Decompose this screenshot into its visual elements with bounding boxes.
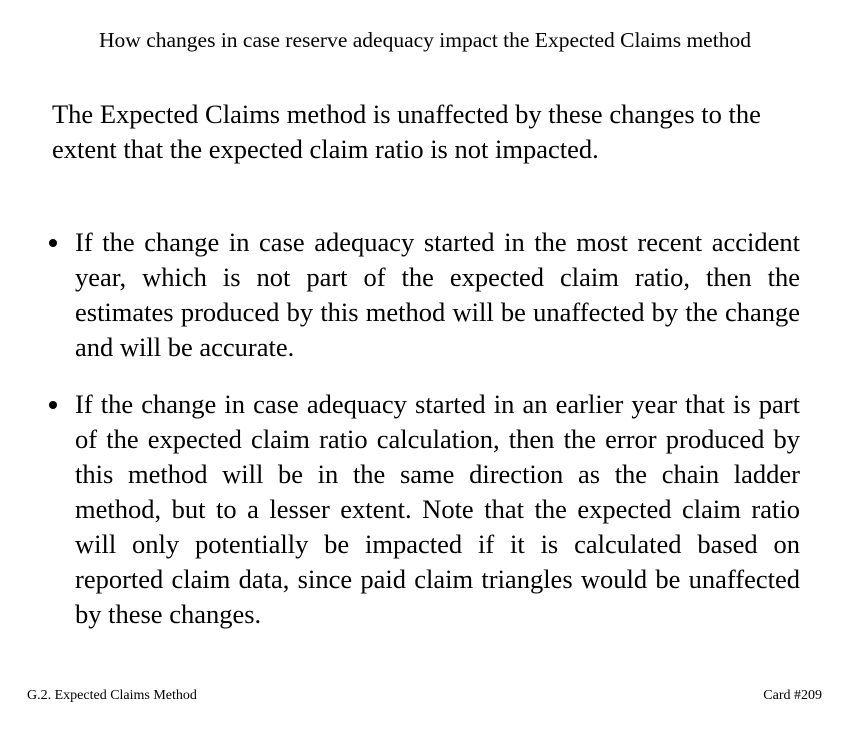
bullet-text: If the change in case adequacy started i… xyxy=(75,227,800,362)
bullet-item: If the change in case adequacy started i… xyxy=(40,387,800,632)
card-title: How changes in case reserve adequacy imp… xyxy=(99,28,751,52)
bullet-dot-icon xyxy=(49,239,57,247)
bullet-text: If the change in case adequacy started i… xyxy=(75,389,800,629)
bullet-dot-icon xyxy=(49,401,57,409)
footer-section-label: G.2. Expected Claims Method xyxy=(27,688,197,703)
footer-card-number: Card #209 xyxy=(763,688,822,703)
bullet-list: If the change in case adequacy started i… xyxy=(40,225,800,632)
intro-paragraph: The Expected Claims method is unaffected… xyxy=(52,99,761,164)
bullet-item: If the change in case adequacy started i… xyxy=(40,225,800,365)
